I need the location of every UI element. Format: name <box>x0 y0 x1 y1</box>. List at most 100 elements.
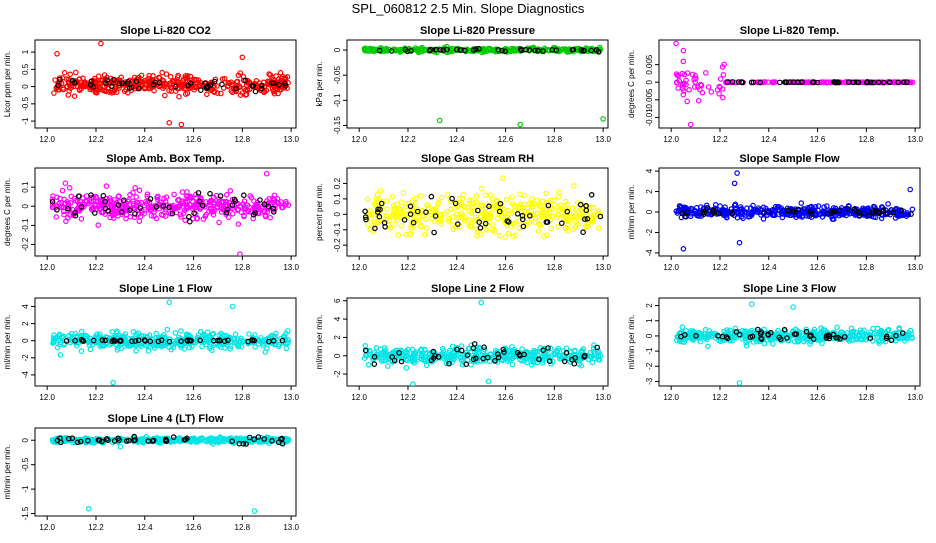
plot-frame <box>34 167 297 257</box>
data-point <box>839 329 845 336</box>
data-point <box>407 203 414 210</box>
data-point <box>414 211 420 217</box>
data-point <box>54 344 61 351</box>
data-point <box>751 206 757 213</box>
data-point <box>908 334 915 341</box>
x-tick-label: 12.4 <box>449 263 465 272</box>
data-point <box>776 334 783 341</box>
data-point <box>790 304 797 310</box>
data-point <box>596 350 602 356</box>
data-point <box>178 214 184 220</box>
x-tick-label: 12.6 <box>810 263 826 272</box>
data-point <box>680 91 687 98</box>
data-point <box>410 211 417 217</box>
data-point <box>55 82 61 88</box>
data-point <box>391 205 397 212</box>
data-point <box>133 78 140 85</box>
data-point <box>678 333 684 340</box>
data-point <box>270 209 277 215</box>
data-point <box>423 225 430 231</box>
x-tick-label: 12.4 <box>761 393 777 402</box>
y-tick-label: 4 <box>333 316 342 321</box>
data-point <box>228 343 234 349</box>
data-point <box>195 190 202 196</box>
chart-title: Slope Line 2 Flow <box>431 283 524 295</box>
chart-panel: Slope Sample Flow ml/min per min. -4 -2 0 2 4 1… <box>624 148 934 283</box>
data-point <box>440 47 446 53</box>
data-point <box>565 222 571 229</box>
data-point <box>743 342 750 349</box>
data-point <box>155 338 162 345</box>
data-point <box>171 78 177 84</box>
data-point <box>59 187 66 194</box>
data-point <box>145 348 152 354</box>
data-point <box>830 331 837 338</box>
data-point <box>123 215 129 222</box>
data-point <box>543 219 550 225</box>
data-point <box>679 324 686 330</box>
data-point <box>876 337 883 344</box>
data-point <box>53 214 60 220</box>
data-point <box>168 346 175 353</box>
data-point <box>739 210 745 216</box>
data-point <box>435 199 442 206</box>
data-point <box>401 217 408 223</box>
y-axis-label: ml/min per min. <box>627 185 636 240</box>
y-tick-label: 0 <box>333 353 342 358</box>
data-point <box>791 338 798 345</box>
data-point <box>285 202 292 208</box>
data-point <box>99 438 105 445</box>
data-point <box>454 215 460 221</box>
data-point <box>375 206 381 213</box>
data-point <box>703 70 709 76</box>
y-tick-label: -1 <box>21 485 30 493</box>
data-point <box>563 350 570 356</box>
data-point <box>132 338 139 344</box>
data-point <box>126 196 132 203</box>
data-point <box>559 353 566 359</box>
data-point <box>123 203 130 209</box>
x-tick-label: 12.0 <box>39 523 55 532</box>
data-point <box>267 214 274 221</box>
data-point <box>793 331 800 337</box>
data-point <box>210 199 217 206</box>
data-point <box>578 47 585 53</box>
data-point <box>97 343 103 350</box>
data-point <box>514 211 521 217</box>
data-point <box>540 48 546 54</box>
data-point <box>242 206 249 213</box>
data-point <box>51 90 57 96</box>
data-point <box>371 361 378 367</box>
data-point <box>511 220 518 227</box>
x-tick-label: 12.8 <box>859 135 875 144</box>
x-tick-label: 12.6 <box>186 523 202 532</box>
y-tick-label: -0.2 <box>21 237 30 251</box>
data-point <box>556 353 563 360</box>
plot-frame <box>34 297 297 387</box>
data-point <box>102 337 109 344</box>
data-point <box>247 437 254 443</box>
data-point <box>423 209 429 215</box>
y-axis-label: degrees C per min. <box>627 50 636 118</box>
data-point <box>458 201 465 208</box>
data-point <box>195 77 202 84</box>
data-point <box>116 80 123 87</box>
x-tick-label: 12.2 <box>712 263 728 272</box>
y-tick-label: -4 <box>21 371 30 379</box>
data-point <box>188 337 194 344</box>
data-point <box>704 205 710 211</box>
points-layer <box>50 299 292 386</box>
data-point <box>898 207 905 214</box>
data-point <box>547 197 554 204</box>
data-point <box>160 203 167 209</box>
data-point <box>470 345 477 351</box>
data-point <box>896 325 903 331</box>
data-point <box>251 203 258 210</box>
data-point <box>72 210 79 216</box>
data-point <box>147 338 154 345</box>
data-point <box>403 365 410 371</box>
data-point <box>285 336 291 343</box>
data-point <box>269 437 275 444</box>
